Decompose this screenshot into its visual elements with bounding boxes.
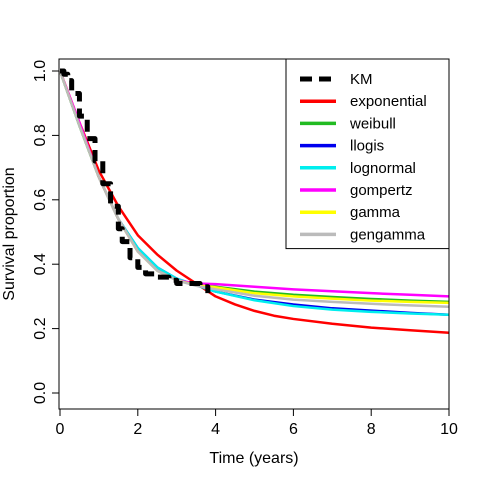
y-tick-label-0.2: 0.2 — [32, 317, 49, 339]
x-tick-label-2: 2 — [133, 421, 142, 438]
x-tick-label-4: 4 — [211, 421, 220, 438]
legend-label-llogis: llogis — [350, 138, 384, 155]
legend-label-gengamma: gengamma — [350, 226, 426, 243]
x-tick-label-6: 6 — [289, 421, 298, 438]
legend: KM exponential weibull llogis lognormal gompe… — [285, 58, 450, 250]
series-line-KM — [60, 68, 211, 294]
legend-box — [285, 58, 450, 250]
x-tick-label-0: 0 — [56, 421, 65, 438]
x-tick-label-8: 8 — [367, 421, 376, 438]
y-tick-label-0.4: 0.4 — [32, 253, 49, 275]
x-tick-label-10: 10 — [440, 421, 458, 438]
axes-layer: 0 2 4 6 8 10 0.0 0.2 0.4 0.6 0.8 1.0 — [32, 60, 458, 438]
y-axis-title: Survival proportion — [1, 167, 18, 300]
y-tick-label-0.6: 0.6 — [32, 189, 49, 211]
legend-label-gamma: gamma — [350, 204, 401, 221]
legend-label-gompertz: gompertz — [350, 182, 413, 199]
legend-label-lognormal: lognormal — [350, 160, 416, 177]
curves-layer — [58, 68, 450, 335]
legend-label-weibull: weibull — [349, 115, 396, 132]
legend-label-exponential: exponential — [350, 93, 427, 110]
y-tick-label-1.0: 1.0 — [32, 60, 49, 82]
y-tick-label-0.8: 0.8 — [32, 124, 49, 146]
legend-label-KM: KM — [350, 71, 373, 88]
y-tick-label-0.0: 0.0 — [32, 382, 49, 404]
x-axis-title: Time (years) — [209, 450, 298, 467]
